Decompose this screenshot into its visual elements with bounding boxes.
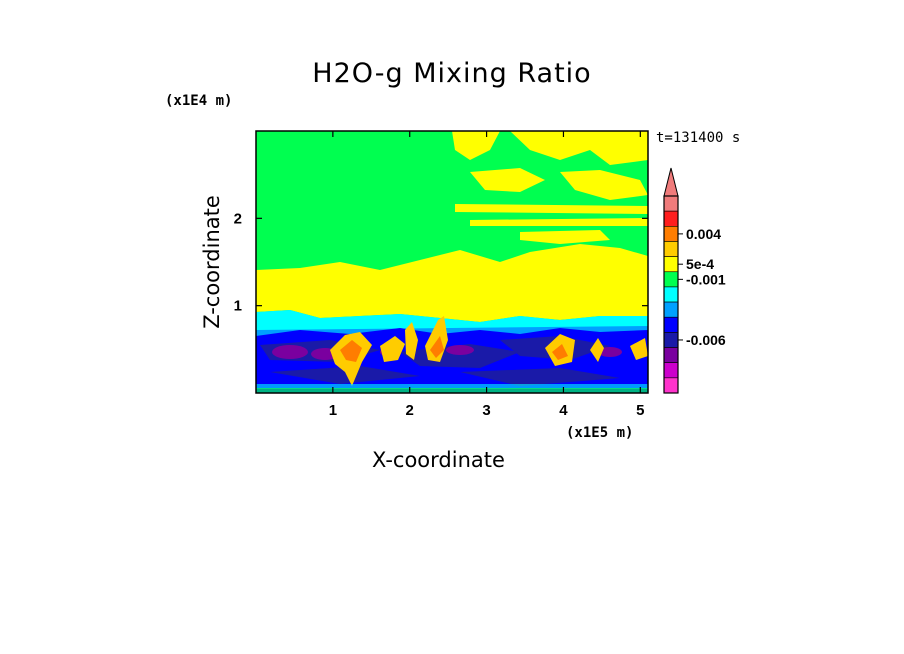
field-region	[256, 388, 648, 393]
x-axis-unit: (x1E5 m)	[566, 425, 634, 441]
x-tick-label: 2	[406, 402, 414, 419]
colorbar-swatch	[663, 332, 679, 348]
field-region	[380, 336, 405, 362]
x-tick-label: 5	[636, 402, 644, 419]
field-region	[405, 322, 418, 360]
field-region	[452, 131, 500, 160]
field-region	[560, 170, 648, 200]
colorbar-swatch	[663, 226, 679, 242]
y-tick-label: 1	[234, 298, 242, 315]
colorbar-swatch	[663, 241, 679, 257]
chart-title: H2O-g Mixing Ratio	[312, 58, 592, 89]
field-region	[270, 366, 420, 384]
colorbar-swatch	[663, 271, 679, 288]
field-region	[630, 338, 648, 360]
colorbar-swatch	[663, 301, 679, 318]
colorbar-swatch	[663, 210, 679, 227]
field-region	[455, 204, 648, 214]
colorbar-frame	[663, 195, 679, 394]
colorbar-swatch	[663, 256, 679, 273]
plot-frame	[255, 130, 649, 394]
colorbar-swatch	[663, 195, 679, 212]
colorbar-label: 0.004	[686, 226, 721, 242]
field-region	[470, 218, 648, 226]
field-region	[470, 168, 545, 192]
field-plot	[256, 131, 648, 393]
field-region	[430, 336, 444, 358]
x-axis-label: X-coordinate	[372, 448, 505, 472]
field-region	[520, 230, 610, 244]
colorbar-label: -0.006	[686, 332, 726, 348]
colorbar-swatch	[663, 286, 679, 303]
colorbar-swatch	[663, 362, 679, 379]
colorbar: 0.004 5e-4-0.001 -0.006	[663, 167, 726, 394]
field-region	[340, 340, 362, 362]
y-axis-unit: (x1E4 m)	[165, 93, 233, 109]
colorbar-swatch	[663, 316, 679, 333]
x-tick-label: 4	[559, 402, 568, 419]
x-tick-label: 1	[329, 402, 337, 419]
x-ticks: 1 2 3 4 5	[329, 131, 644, 419]
field-region	[460, 368, 620, 386]
field-region	[590, 338, 604, 362]
x-tick-label: 3	[482, 402, 490, 419]
field-region	[552, 344, 568, 360]
y-tick-label: 2	[234, 210, 242, 227]
field-region	[256, 384, 648, 389]
field-region	[272, 345, 308, 359]
field-region	[598, 347, 622, 357]
field-region	[256, 244, 648, 322]
field-region	[510, 131, 648, 165]
colorbar-extend-arrow	[663, 167, 679, 197]
colorbar-label: -0.001	[686, 271, 726, 287]
time-label: t=131400 s	[656, 130, 741, 146]
colorbar-swatch	[663, 347, 679, 363]
colorbar-swatch	[663, 377, 679, 394]
y-ticks: 12	[234, 210, 648, 315]
colorbar-label: 5e-4	[686, 256, 714, 272]
field-region	[446, 345, 474, 355]
